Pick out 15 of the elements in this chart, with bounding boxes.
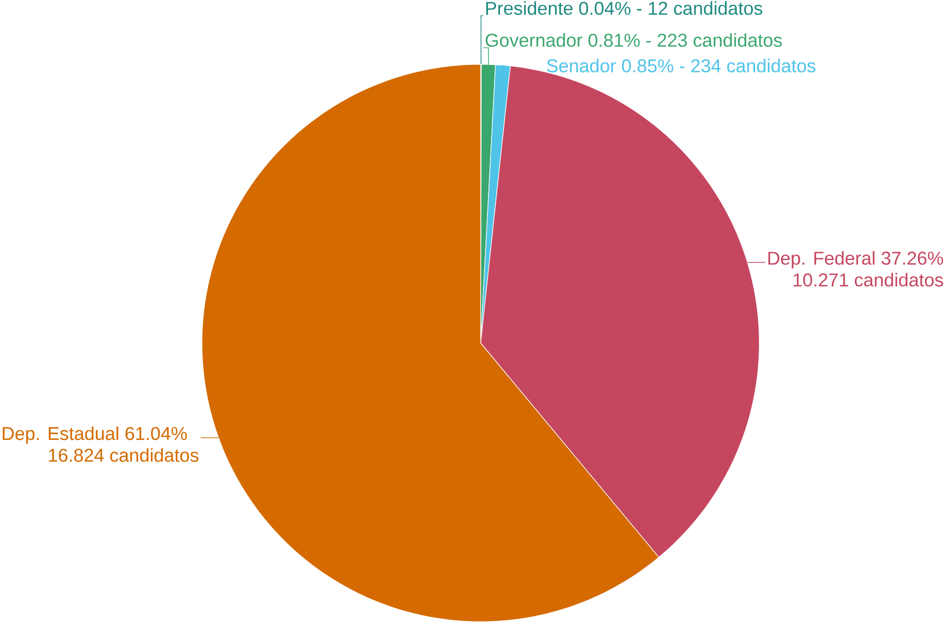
data-label: 37.26% xyxy=(882,252,944,265)
slice-label: Presidente xyxy=(486,1,573,15)
legend-label: Senador xyxy=(546,58,616,72)
text: 10.271 candidatos xyxy=(794,272,944,287)
data-label: 61.04% xyxy=(126,426,187,440)
slice-label: Governador xyxy=(486,33,582,47)
text: 16.824 candidatos xyxy=(49,448,198,462)
text: - 223 candidatos xyxy=(646,33,782,47)
data-label: 0.04% xyxy=(579,2,630,15)
data-label: 0.85% xyxy=(622,59,674,72)
text: - 234 candidatos xyxy=(680,58,816,72)
slice-label: Dep. Federal xyxy=(768,251,874,268)
data-label: 0.81% xyxy=(588,34,640,47)
text: - 12 candidatos xyxy=(637,1,762,15)
slice-label: Dep. Estadual xyxy=(2,426,118,444)
